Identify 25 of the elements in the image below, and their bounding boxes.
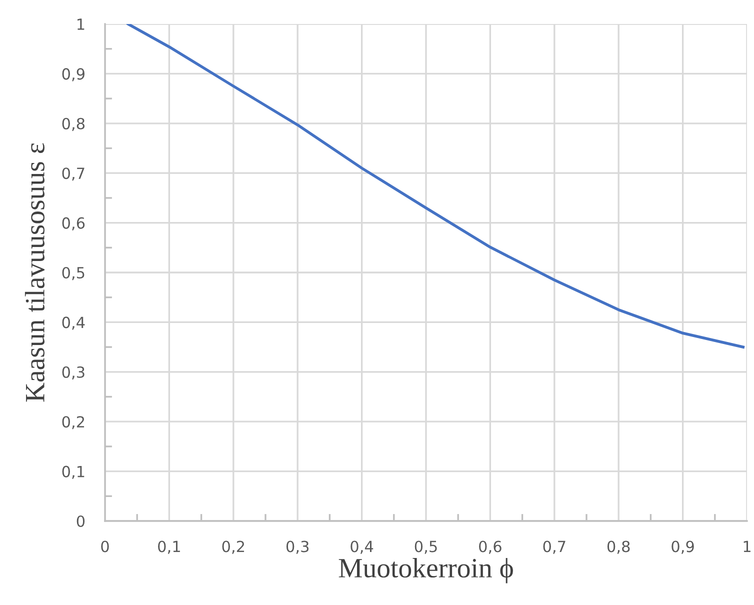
x-tick-label: 0,9: [672, 540, 694, 554]
x-tick-label: 0,6: [479, 540, 502, 554]
y-tick-label: 0,2: [62, 416, 84, 430]
y-tick-label: 0,9: [62, 68, 84, 82]
x-tick-label: 0: [101, 540, 109, 552]
x-tick-label: 1: [744, 540, 750, 552]
y-tick-label: 1: [78, 18, 84, 30]
y-tick-label: 0,6: [62, 217, 85, 230]
y-tick-label: 0,8: [62, 118, 85, 131]
y-tick-label: 0,4: [62, 316, 85, 330]
x-tick-label: 0,1: [158, 540, 180, 554]
y-tick-label: 0,5: [62, 266, 84, 280]
x-tick-label: 0,2: [222, 540, 244, 554]
x-axis-title: Muotokerroin ϕ: [338, 558, 513, 584]
y-tick-label: 0,3: [62, 366, 84, 380]
x-tick-label: 0,4: [350, 540, 374, 554]
y-tick-label: 0,1: [62, 466, 84, 479]
x-tick-label: 0,8: [607, 540, 630, 554]
x-tick-label: 0,5: [414, 540, 437, 554]
x-tick-label: 0,3: [286, 540, 309, 554]
x-tick-label: 0,7: [543, 540, 566, 554]
line-series: [126, 24, 745, 348]
y-tick-label: 0,7: [62, 168, 84, 181]
y-tick-label: 0: [76, 515, 85, 528]
y-axis-title: Kaasun tilavuusosuus ε: [24, 143, 45, 402]
